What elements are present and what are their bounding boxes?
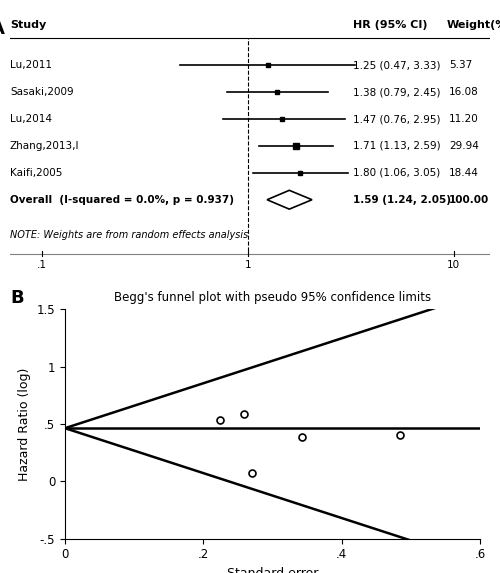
- Text: 16.08: 16.08: [449, 87, 479, 97]
- Text: Weight(%): Weight(%): [447, 20, 500, 30]
- Text: 29.94: 29.94: [449, 141, 479, 151]
- Text: 11.20: 11.20: [449, 114, 479, 124]
- Text: 1.59 (1.24, 2.05): 1.59 (1.24, 2.05): [353, 195, 451, 205]
- Text: 100.00: 100.00: [449, 195, 490, 205]
- Text: 1.38 (0.79, 2.45): 1.38 (0.79, 2.45): [353, 87, 440, 97]
- X-axis label: Standard error: Standard error: [227, 567, 318, 573]
- Text: 1.25 (0.47, 3.33): 1.25 (0.47, 3.33): [353, 60, 440, 70]
- Text: NOTE: Weights are from random effects analysis: NOTE: Weights are from random effects an…: [10, 230, 248, 240]
- Text: 10: 10: [447, 260, 460, 270]
- Text: 5.37: 5.37: [449, 60, 472, 70]
- Text: 1: 1: [244, 260, 251, 270]
- Text: 1.71 (1.13, 2.59): 1.71 (1.13, 2.59): [353, 141, 441, 151]
- Text: Study: Study: [10, 20, 46, 30]
- Text: Lu,2014: Lu,2014: [10, 114, 52, 124]
- Text: .1: .1: [37, 260, 47, 270]
- Text: Lu,2011: Lu,2011: [10, 60, 52, 70]
- Text: HR (95% CI): HR (95% CI): [353, 20, 428, 30]
- Text: 18.44: 18.44: [449, 168, 479, 178]
- Text: 1.80 (1.06, 3.05): 1.80 (1.06, 3.05): [353, 168, 440, 178]
- Text: B: B: [10, 289, 24, 307]
- Text: Overall  (I-squared = 0.0%, p = 0.937): Overall (I-squared = 0.0%, p = 0.937): [10, 195, 234, 205]
- Text: Sasaki,2009: Sasaki,2009: [10, 87, 74, 97]
- Text: Zhang,2013,I: Zhang,2013,I: [10, 141, 80, 151]
- Text: A: A: [0, 19, 4, 37]
- Text: 1.47 (0.76, 2.95): 1.47 (0.76, 2.95): [353, 114, 440, 124]
- Text: Kaifi,2005: Kaifi,2005: [10, 168, 62, 178]
- Y-axis label: Hazard Ratio (log): Hazard Ratio (log): [18, 367, 31, 481]
- Title: Begg's funnel plot with pseudo 95% confidence limits: Begg's funnel plot with pseudo 95% confi…: [114, 291, 431, 304]
- Polygon shape: [267, 190, 312, 209]
